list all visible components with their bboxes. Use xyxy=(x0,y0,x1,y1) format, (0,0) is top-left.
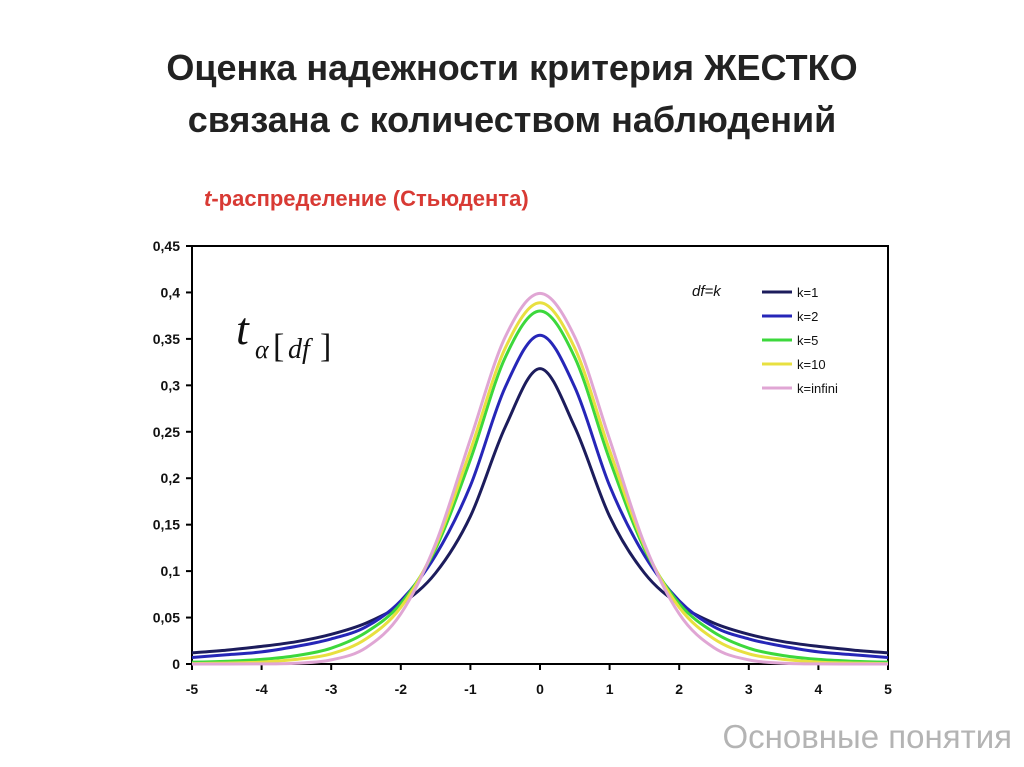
y-tick-label: 0,15 xyxy=(153,517,180,533)
y-tick-label: 0,25 xyxy=(153,424,180,440)
x-tick-label: -4 xyxy=(255,681,268,697)
x-tick-label: 4 xyxy=(815,681,823,697)
y-tick-label: 0,1 xyxy=(161,563,181,579)
legend-title: df=k xyxy=(692,283,722,300)
slide-title-line-1: Оценка надежности критерия ЖЕСТКО xyxy=(166,47,858,88)
y-tick-label: 0,2 xyxy=(161,470,181,486)
formula-label: t α [ df ] xyxy=(236,303,331,365)
formula-df: df xyxy=(288,334,313,365)
x-tick-label: -5 xyxy=(186,681,199,697)
legend-label: k=5 xyxy=(797,333,818,348)
legend-label: k=1 xyxy=(797,285,818,300)
x-tick-label: -3 xyxy=(325,681,338,697)
x-tick-label: -1 xyxy=(464,681,477,697)
legend-label: k=10 xyxy=(797,357,826,372)
legend-label: k=infini xyxy=(797,381,838,396)
x-tick-label: 2 xyxy=(675,681,683,697)
x-tick-label: 3 xyxy=(745,681,753,697)
y-tick-label: 0,35 xyxy=(153,331,180,347)
plot-frame xyxy=(191,245,889,665)
y-tick-label: 0,45 xyxy=(153,238,180,254)
formula-t: t xyxy=(236,303,250,354)
x-axis-ticks: -5 -4 -3 -2 -1 0 1 2 3 4 5 xyxy=(186,664,892,697)
chart-title-rest: -распределение (Стьюдента) xyxy=(211,186,528,211)
y-tick-label: 0 xyxy=(172,656,180,672)
series-line-k-infini xyxy=(192,291,888,666)
series-line-k-1 xyxy=(191,367,889,655)
x-tick-label: 0 xyxy=(536,681,544,697)
series-line-k-5 xyxy=(191,309,889,664)
y-tick-label: 0,05 xyxy=(153,610,180,626)
series-line-k-2 xyxy=(191,333,889,659)
legend-label: k=2 xyxy=(797,309,818,324)
footer-label: Основные понятия xyxy=(722,718,1012,755)
y-tick-label: 0,4 xyxy=(161,284,181,300)
formula-bracket-open: [ xyxy=(273,328,284,365)
x-tick-label: 1 xyxy=(606,681,614,697)
y-axis-ticks: 0 0,05 0,1 0,15 0,2 0,25 0,3 0,35 0,4 0,45 xyxy=(153,238,192,672)
series-line-k-10 xyxy=(191,301,889,666)
series-lines xyxy=(191,291,889,666)
x-tick-label: -2 xyxy=(395,681,408,697)
chart-title-t: t xyxy=(204,186,213,211)
x-tick-label: 5 xyxy=(884,681,892,697)
y-tick-label: 0,3 xyxy=(161,377,181,393)
slide-title-line-2: связана с количеством наблюдений xyxy=(187,99,837,140)
chart-title: t-распределение (Стьюдента) xyxy=(204,186,529,211)
legend: k=1 k=2 k=5 k=10 k=infini xyxy=(762,285,838,396)
formula-alpha: α xyxy=(255,335,270,364)
formula-bracket-close: ] xyxy=(320,328,331,365)
slide-title: Оценка надежности критерия ЖЕСТКО связан… xyxy=(0,42,1024,146)
